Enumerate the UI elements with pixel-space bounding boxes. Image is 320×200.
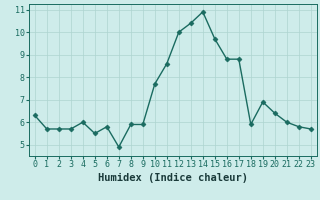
X-axis label: Humidex (Indice chaleur): Humidex (Indice chaleur) (98, 173, 248, 183)
